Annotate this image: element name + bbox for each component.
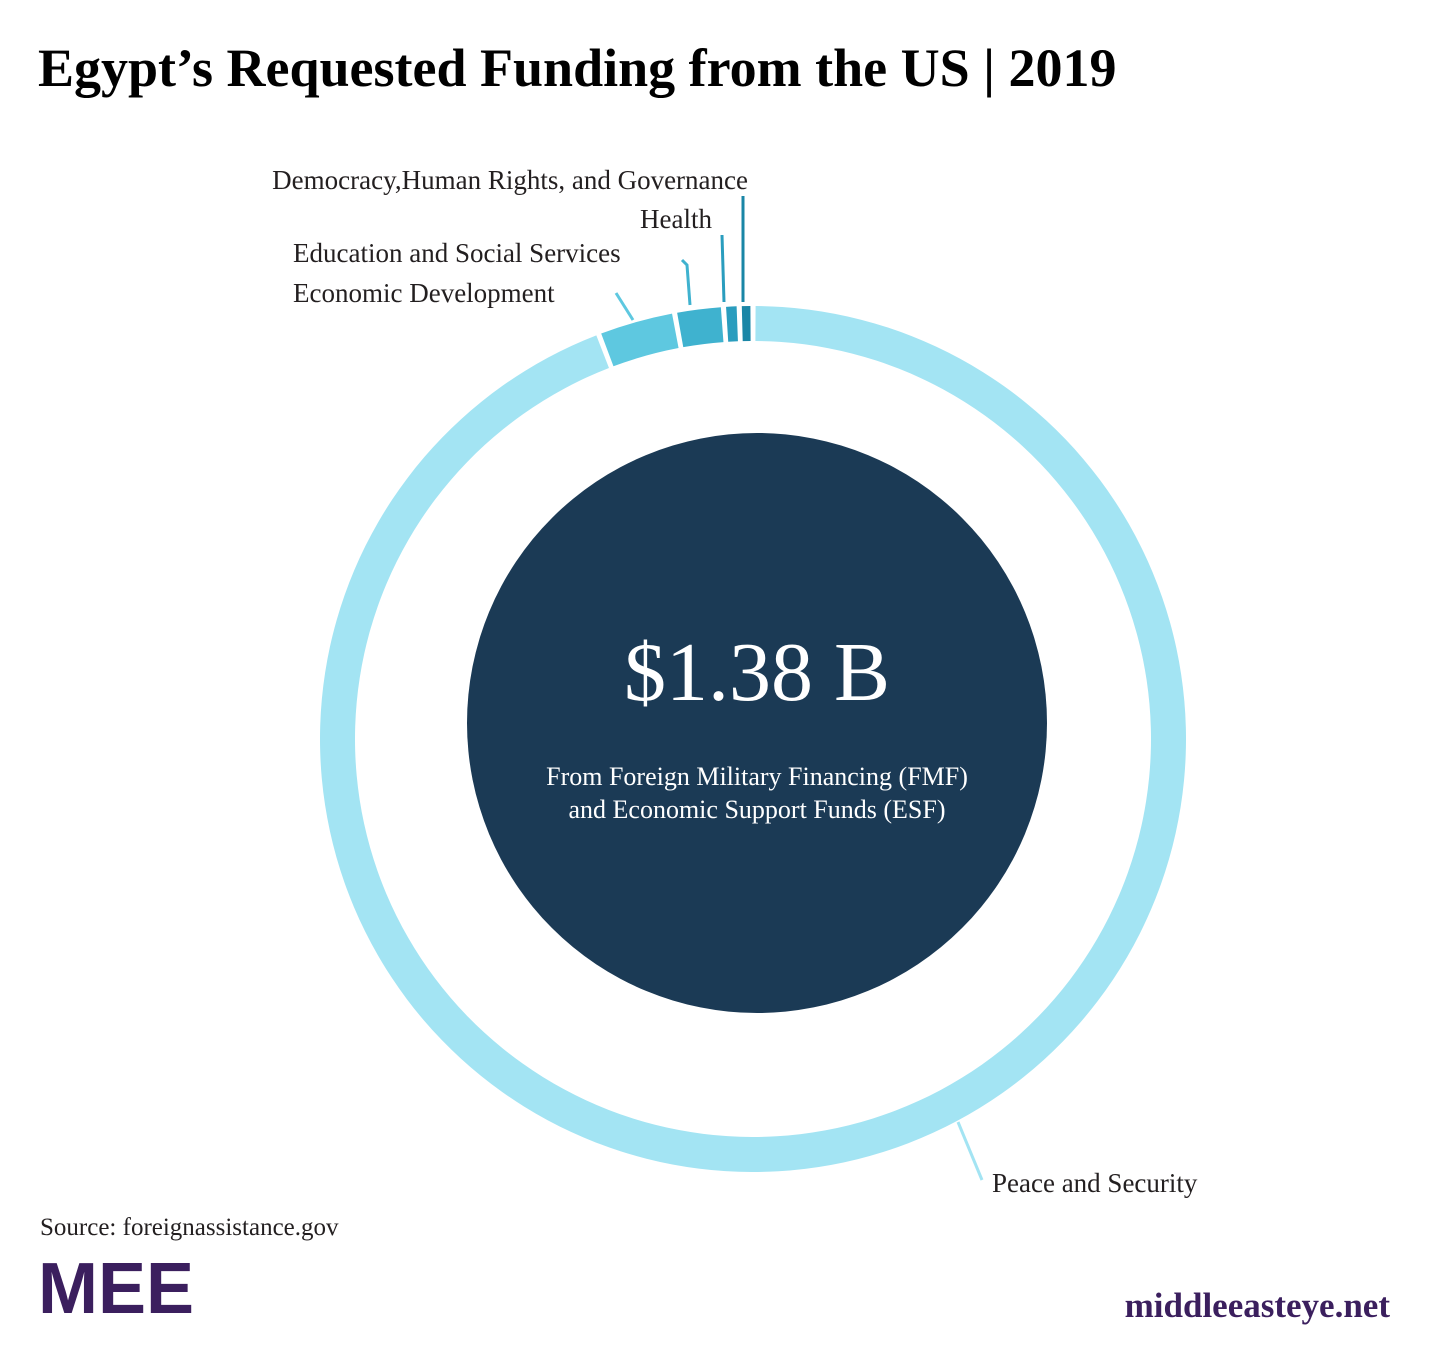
donut-segment	[726, 306, 738, 342]
center-note: and Economic Support Funds (ESF)	[569, 795, 946, 824]
source: Source: foreignassistance.gov	[40, 1214, 339, 1241]
category-label: Democracy,Human Rights, and Governance	[272, 165, 748, 195]
leader-line	[680, 258, 692, 306]
leader-line	[720, 234, 726, 303]
donut-segment	[741, 306, 751, 342]
category-label: Economic Development	[293, 278, 555, 308]
chart-title: Egypt’s Requested Funding from the US | …	[38, 38, 1117, 98]
center-note: From Foreign Military Financing (FMF)	[546, 762, 968, 791]
center-circle	[467, 433, 1047, 1013]
donut-segment	[601, 313, 679, 367]
logo: MEE	[38, 1249, 194, 1329]
leader-line	[614, 292, 635, 321]
category-label: Education and Social Services	[293, 238, 621, 268]
category-label: Peace and Security	[992, 1168, 1198, 1198]
leader-line	[956, 1121, 984, 1181]
donut	[320, 306, 1187, 1172]
center-value: $1.38 B	[624, 626, 890, 719]
category-label: Health	[640, 204, 712, 234]
website: middleeasteye.net	[1125, 1286, 1391, 1325]
donut-segment	[677, 307, 724, 348]
